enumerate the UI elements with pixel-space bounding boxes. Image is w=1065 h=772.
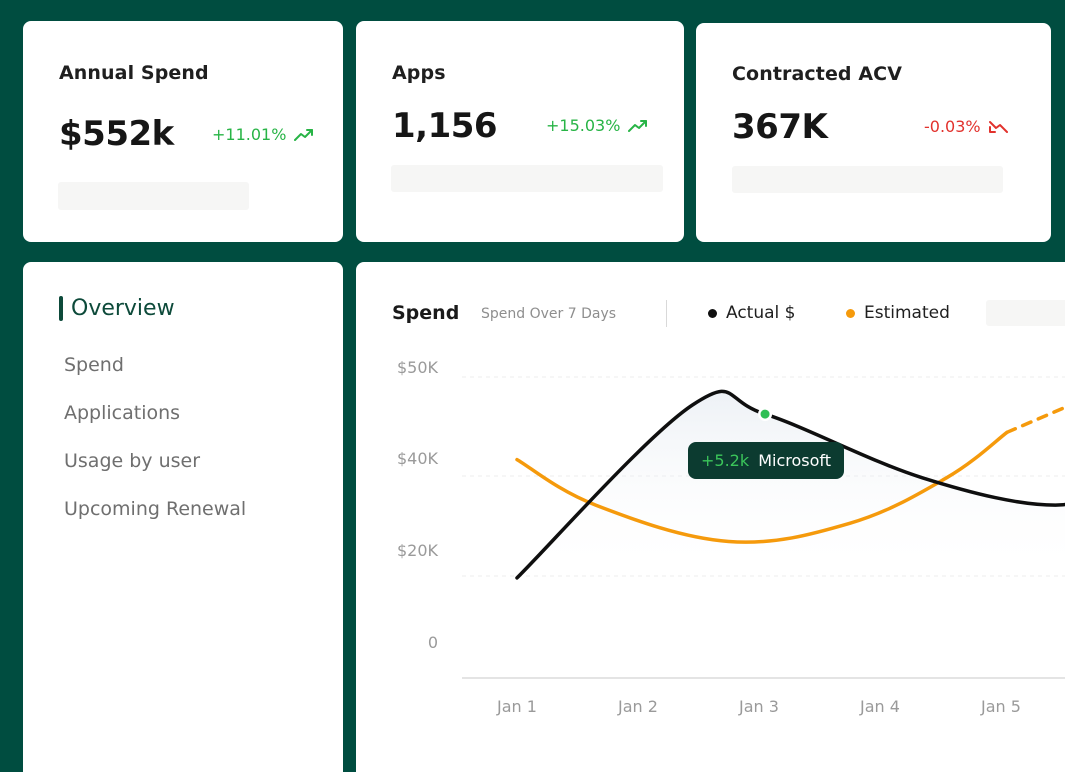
- legend-dot-icon: [846, 308, 855, 318]
- x-tick-label: Jan 5: [980, 697, 1021, 716]
- x-tick-label: Jan 1: [496, 697, 537, 716]
- kpi-value: 367K: [732, 107, 828, 147]
- kpi-card-apps[interactable]: Apps 1,156 +15.03%: [356, 21, 684, 242]
- legend-divider: [666, 300, 667, 327]
- actual-series-line: [515, 389, 1065, 580]
- x-tick-label: Jan 4: [859, 697, 900, 716]
- estimated-projection-line: [1005, 405, 1065, 435]
- kpi-sparkline-placeholder: [58, 182, 249, 210]
- kpi-delta: +11.01%: [212, 125, 314, 144]
- legend-label: Estimated: [864, 303, 950, 323]
- kpi-card-annual-spend[interactable]: Annual Spend $552k +11.01%: [23, 21, 343, 242]
- kpi-delta: +15.03%: [546, 116, 648, 135]
- chart-tooltip: +5.2k Microsoft: [688, 442, 845, 479]
- highlight-point: [760, 409, 770, 419]
- kpi-delta-value: +11.01%: [212, 125, 287, 144]
- trend-up-icon: [628, 119, 648, 132]
- legend-dot-icon: [708, 308, 717, 318]
- kpi-delta-value: -0.03%: [924, 117, 981, 136]
- legend-item-actual[interactable]: Actual $: [708, 303, 795, 323]
- chart-subtitle: Spend Over 7 Days: [481, 306, 617, 322]
- kpi-title: Apps: [392, 62, 446, 84]
- legend-item-estimated[interactable]: Estimated: [846, 303, 950, 323]
- legend-label: Actual $: [726, 303, 796, 323]
- kpi-value: 1,156: [392, 106, 498, 146]
- kpi-title: Annual Spend: [59, 62, 209, 84]
- sidebar-item-applications[interactable]: Applications: [64, 402, 181, 424]
- tooltip-label: Microsoft: [758, 451, 832, 470]
- kpi-delta-value: +15.03%: [546, 116, 621, 135]
- sidebar-item-usage-by-user[interactable]: Usage by user: [64, 450, 201, 472]
- y-tick-label: 0: [428, 633, 438, 652]
- sidebar-item-label: Overview: [71, 296, 175, 321]
- sidebar-item-overview[interactable]: Overview: [59, 296, 175, 321]
- active-indicator: [59, 296, 63, 321]
- trend-down-icon: [988, 120, 1008, 133]
- trend-up-icon: [294, 128, 314, 141]
- y-tick-label: $40K: [397, 449, 439, 468]
- spend-chart-card: Spend Spend Over 7 Days Actual $ Estimat…: [356, 262, 1065, 772]
- spend-line-chart: $50K $40K $20K 0 Jan 1 Jan 2 Jan 3 Jan 4 Jan 5: [397, 358, 1065, 716]
- tooltip-delta: +5.2k: [701, 451, 750, 470]
- sidebar-item-upcoming-renewal[interactable]: Upcoming Renewal: [64, 498, 247, 520]
- x-tick-label: Jan 2: [617, 697, 658, 716]
- actual-area-fill: [517, 391, 1065, 578]
- kpi-sparkline-placeholder: [391, 165, 663, 192]
- sidebar-item-spend[interactable]: Spend: [64, 354, 124, 376]
- chart-filter-placeholder[interactable]: [986, 300, 1065, 326]
- x-tick-label: Jan 3: [738, 697, 779, 716]
- kpi-title: Contracted ACV: [732, 63, 902, 85]
- kpi-sparkline-placeholder: [732, 166, 1003, 193]
- chart-title: Spend: [392, 302, 460, 324]
- kpi-delta: -0.03%: [924, 117, 1009, 136]
- y-tick-label: $50K: [397, 358, 439, 377]
- y-tick-label: $20K: [397, 541, 439, 560]
- kpi-card-contracted-acv[interactable]: Contracted ACV 367K -0.03%: [696, 23, 1051, 242]
- estimated-series-line: [515, 430, 1009, 544]
- sidebar-nav: Overview Spend Applications Usage by use…: [23, 262, 343, 772]
- kpi-value: $552k: [59, 114, 174, 154]
